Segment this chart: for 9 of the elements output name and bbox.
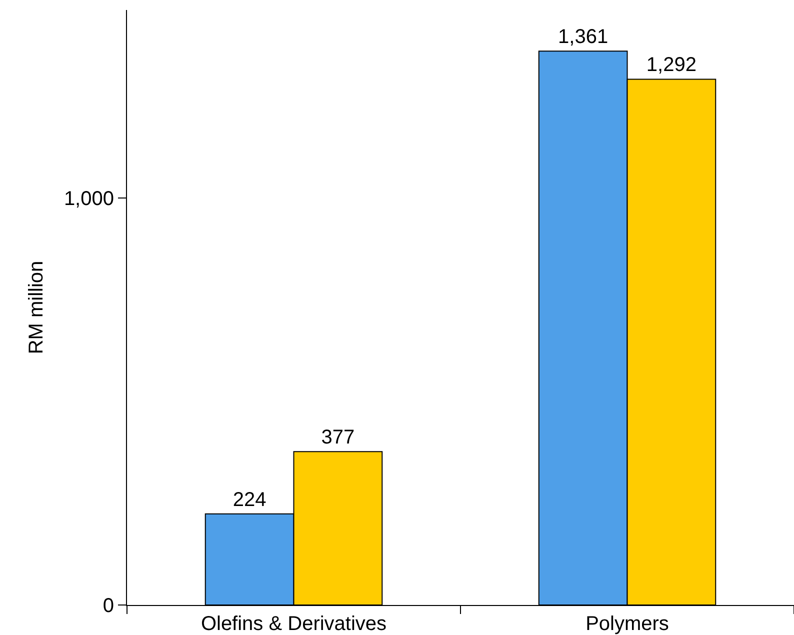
data-label: 377 [321, 426, 355, 449]
data-label: 1,292 [646, 54, 696, 76]
y-tick-label: 1,000 [64, 188, 114, 210]
data-label: 1,361 [558, 26, 608, 48]
y-axis-title: RM million [25, 260, 48, 354]
x-tick-label: Polymers [586, 613, 669, 635]
x-tick-label: Olefins & Derivatives [200, 613, 387, 635]
y-tick-label: 0 [102, 595, 114, 617]
data-label: 224 [232, 488, 266, 511]
